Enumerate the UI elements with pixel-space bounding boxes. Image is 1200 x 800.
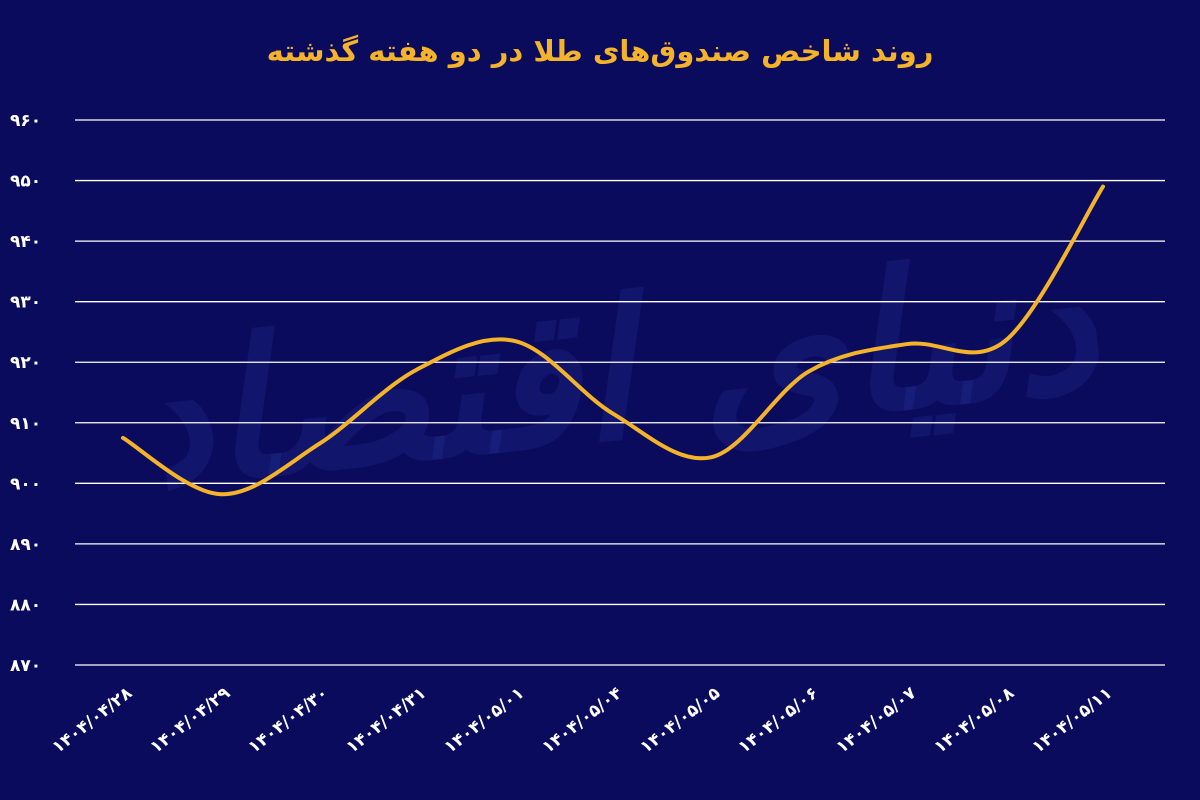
y-axis-ticks: ۸۷۰ ۸۸۰ ۸۹۰ ۹۰۰ ۹۱۰ ۹۲۰ ۹۳۰ ۹۴۰ ۹۵۰ ۹۶۰: [10, 111, 41, 676]
x-tick-label: ۱۴۰۴/۰۵/۰۸: [931, 683, 1019, 758]
series-line: [121, 184, 1105, 497]
x-axis-ticks: ۱۴۰۴/۰۴/۲۸ ۱۴۰۴/۰۴/۲۹ ۱۴۰۴/۰۴/۳۰ ۱۴۰۴/۰۴/۳۱…: [49, 683, 1117, 758]
x-tick-label: ۱۴۰۴/۰۵/۰۵: [637, 683, 725, 758]
y-tick-label: ۹۶۰: [10, 111, 41, 131]
y-tick-label: ۹۱۰: [10, 414, 41, 434]
x-tick-label: ۱۴۰۴/۰۴/۲۹: [147, 683, 235, 758]
x-tick-label: ۱۴۰۴/۰۵/۰۱: [441, 683, 529, 758]
x-tick-label: ۱۴۰۴/۰۴/۳۱: [343, 683, 431, 758]
x-tick-label: ۱۴۰۴/۰۵/۱۱: [1029, 683, 1117, 758]
x-tick-label: ۱۴۰۴/۰۵/۰۶: [735, 683, 823, 758]
grid-layer: [75, 119, 1165, 666]
x-tick-label: ۱۴۰۴/۰۴/۲۸: [49, 683, 137, 758]
y-tick-label: ۹۳۰: [10, 293, 41, 313]
y-tick-label: ۹۴۰: [10, 232, 41, 252]
x-tick-label: ۱۴۰۴/۰۵/۰۷: [833, 683, 921, 758]
x-tick-label: ۱۴۰۴/۰۵/۰۴: [539, 683, 627, 758]
series-layer: [121, 184, 1105, 497]
chart-title: روند شاخص صندوق‌های طلا در دو هفته گذشته: [266, 34, 934, 68]
y-tick-label: ۸۹۰: [10, 535, 41, 555]
y-tick-label: ۸۷۰: [10, 656, 41, 676]
y-tick-label: ۹۰۰: [10, 474, 41, 494]
y-tick-label: ۹۲۰: [10, 353, 41, 373]
y-tick-label: ۸۸۰: [10, 595, 41, 615]
y-tick-label: ۹۵۰: [10, 172, 41, 192]
x-tick-label: ۱۴۰۴/۰۴/۳۰: [245, 683, 333, 758]
